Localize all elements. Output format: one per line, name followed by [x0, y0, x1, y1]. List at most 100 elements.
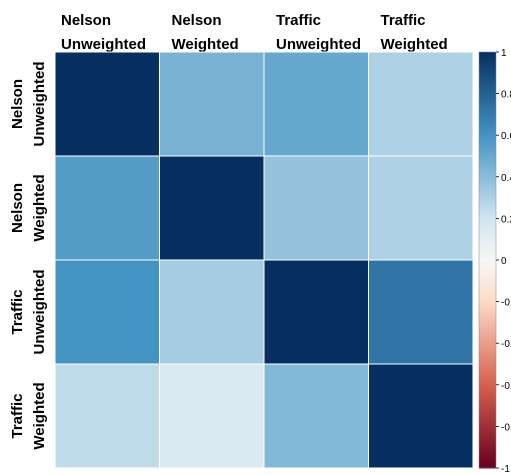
colorbar-segment — [479, 91, 496, 95]
colorbar-segment — [479, 66, 496, 70]
colorbar-segment — [479, 449, 496, 452]
colorbar-segment — [479, 224, 496, 228]
colorbar-segment — [479, 158, 496, 161]
colorbar-segment — [479, 284, 496, 288]
colorbar-segment — [479, 210, 496, 213]
heatmap-cell-1-3 — [264, 52, 369, 156]
colorbar-segment — [479, 461, 496, 465]
colorbar-segment — [479, 438, 496, 442]
colorbar-segment — [479, 301, 496, 305]
heatmap-cell-2-4 — [368, 156, 473, 260]
colorbar-segment — [479, 465, 496, 469]
colorbar-segment — [479, 328, 496, 332]
colorbar-segment — [479, 89, 496, 93]
colorbar-segment — [479, 407, 496, 411]
colorbar-segment — [479, 380, 496, 384]
colorbar-segment — [479, 264, 496, 267]
colorbar-tick-label: 1 — [501, 48, 507, 59]
colorbar-segment — [479, 108, 496, 111]
colorbar-segment — [479, 255, 496, 259]
colorbar-segment — [479, 122, 496, 126]
colorbar-segment — [479, 274, 496, 278]
colorbar-segment — [479, 101, 496, 105]
colorbar-segment — [479, 87, 496, 91]
colorbar-segment — [479, 170, 496, 174]
heatmap-cells — [55, 52, 473, 468]
column-label-1: Nelson Unweighted — [61, 12, 146, 53]
colorbar-segment — [479, 70, 496, 74]
colorbar-segment — [479, 347, 496, 351]
row-label-line: Nelson — [9, 79, 26, 129]
colorbar-segment — [479, 137, 496, 140]
colorbar-tick-label: 0.8 — [501, 90, 511, 101]
colorbar-segment — [479, 166, 496, 170]
colorbar-tick-label: -1 — [501, 464, 510, 475]
colorbar-segment — [479, 268, 496, 271]
colorbar-segment — [479, 104, 496, 107]
heatmap-cell-2-1 — [55, 156, 160, 260]
colorbar-segment — [479, 153, 496, 157]
colorbar-segment — [479, 214, 496, 217]
colorbar-segment — [479, 424, 496, 427]
colorbar-segment — [479, 114, 496, 118]
colorbar-segment — [479, 430, 496, 434]
colorbar-segment — [479, 324, 496, 328]
colorbar-segment — [479, 243, 496, 247]
colorbar-segment — [479, 318, 496, 321]
colorbar-segment — [479, 378, 496, 382]
row-label-2: Nelson Weighted — [9, 174, 48, 241]
heatmap-cell-4-4 — [368, 364, 473, 468]
heatmap-cell-3-2 — [159, 260, 264, 364]
colorbar-segment — [479, 110, 496, 113]
colorbar-segment — [479, 222, 496, 226]
colorbar-segment — [479, 212, 496, 215]
colorbar-segment — [479, 81, 496, 84]
column-label-line: Nelson — [172, 12, 222, 29]
heatmap-cell-4-2 — [159, 364, 264, 468]
colorbar-segment — [479, 76, 496, 80]
colorbar-segment — [479, 208, 496, 211]
colorbar-segment — [479, 314, 496, 317]
row-label-line: Traffic — [9, 289, 26, 334]
colorbar-segment — [479, 162, 496, 165]
colorbar-segment — [479, 359, 496, 363]
colorbar-segment — [479, 355, 496, 359]
colorbar-segment — [479, 453, 496, 457]
colorbar-segment — [479, 299, 496, 303]
column-label-line: Nelson — [61, 12, 111, 29]
colorbar-segment — [479, 93, 496, 97]
colorbar-segment — [479, 409, 496, 413]
colorbar-segment — [479, 160, 496, 163]
colorbar-segment — [479, 131, 496, 134]
colorbar-segment — [479, 316, 496, 319]
colorbar-segment — [479, 180, 496, 184]
colorbar-segment — [479, 168, 496, 172]
row-label-line: Traffic — [9, 393, 26, 438]
colorbar-segment — [479, 459, 496, 463]
colorbar-segment — [479, 172, 496, 176]
colorbar-segment — [479, 253, 496, 257]
colorbar-segment — [479, 241, 496, 244]
colorbar-segment — [479, 191, 496, 195]
colorbar-segment — [479, 203, 496, 207]
colorbar-segment — [479, 112, 496, 115]
colorbar-segment — [479, 164, 496, 167]
colorbar-segment — [479, 357, 496, 361]
colorbar-segment — [479, 262, 496, 265]
colorbar-segment — [479, 249, 496, 253]
colorbar-segment — [479, 332, 496, 336]
colorbar-segment — [479, 149, 496, 153]
heatmap-cell-4-1 — [55, 364, 160, 468]
colorbar-segment — [479, 251, 496, 255]
colorbar-segment — [479, 336, 496, 340]
colorbar-segment — [479, 278, 496, 282]
colorbar-segment — [479, 58, 496, 61]
colorbar-segment — [479, 232, 496, 236]
colorbar-segment — [479, 237, 496, 240]
colorbar-tick-label: 0.6 — [501, 131, 511, 142]
colorbar: 1 0.8 0.6 0.4 0.2 0 -0.2 -0.4 -0.6 -0.8 -1 — [478, 48, 511, 475]
colorbar-segment — [479, 418, 496, 421]
colorbar-segment — [479, 382, 496, 386]
colorbar-segment — [479, 397, 496, 400]
